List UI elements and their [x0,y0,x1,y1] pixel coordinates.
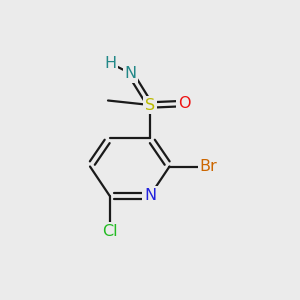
Text: Br: Br [200,159,217,174]
Text: S: S [145,98,155,112]
Text: O: O [178,96,191,111]
Text: H: H [104,56,116,70]
Text: N: N [124,66,136,81]
Text: N: N [144,188,156,203]
Text: Cl: Cl [102,224,117,238]
